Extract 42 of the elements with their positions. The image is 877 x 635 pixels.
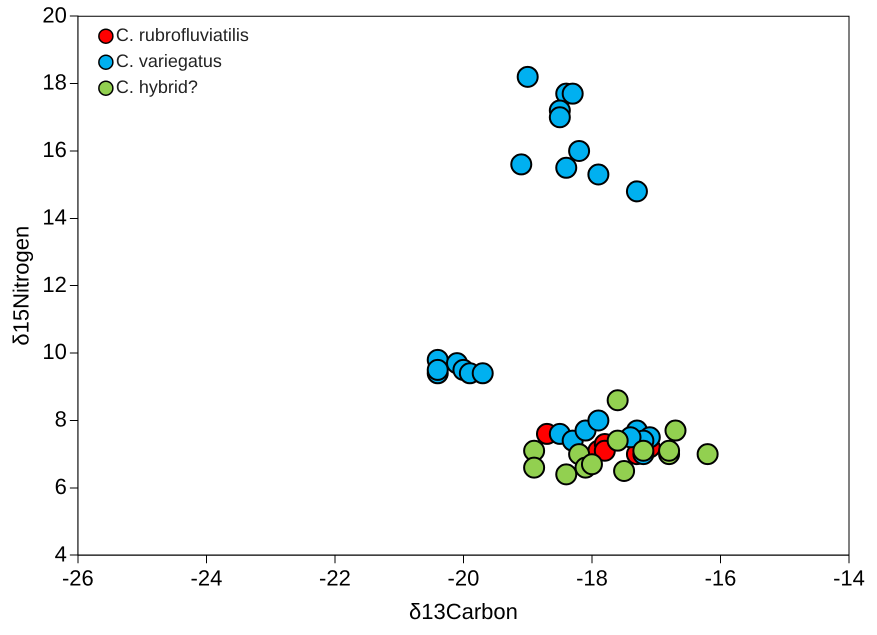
legend-label: C. variegatus xyxy=(116,51,222,72)
x-tick-label: -14 xyxy=(833,565,865,590)
point xyxy=(626,180,648,202)
y-tick-label: 16 xyxy=(42,137,67,162)
y-tick-label: 18 xyxy=(42,70,67,95)
point xyxy=(555,156,578,179)
point xyxy=(568,140,590,162)
point xyxy=(658,440,680,462)
x-tick-label: -22 xyxy=(319,565,351,590)
x-tick-label: -24 xyxy=(190,565,222,590)
y-tick-label: 4 xyxy=(54,541,67,566)
point xyxy=(587,409,610,432)
point xyxy=(516,66,539,88)
x-tick-label: -16 xyxy=(704,565,736,590)
legend-label: C. rubrofluviatilis xyxy=(116,25,249,46)
x-tick-label: -20 xyxy=(448,565,480,590)
point xyxy=(562,82,584,105)
point xyxy=(426,358,449,381)
point xyxy=(555,463,578,486)
point xyxy=(606,389,629,412)
x-axis-title: δ13Carbon xyxy=(409,598,518,624)
y-tick-label: 8 xyxy=(54,406,67,432)
point xyxy=(523,456,546,479)
point xyxy=(510,153,532,176)
point xyxy=(548,106,571,128)
point xyxy=(664,420,686,442)
point xyxy=(696,443,719,466)
point xyxy=(472,362,494,384)
legend-label: C. hybrid? xyxy=(116,77,198,98)
y-tick-label: 14 xyxy=(42,204,67,230)
point xyxy=(613,460,636,482)
x-tick-label: -18 xyxy=(576,565,608,590)
y-tick-label: 12 xyxy=(42,272,67,297)
point xyxy=(587,164,610,186)
point xyxy=(632,440,654,462)
y-axis-title: δ15Nitrogen xyxy=(8,226,34,346)
point xyxy=(606,430,629,452)
point xyxy=(580,453,603,476)
y-tick-label: 10 xyxy=(42,339,67,364)
y-tick-label: 20 xyxy=(42,2,67,28)
x-tick-label: -26 xyxy=(62,565,94,590)
y-tick-label: 6 xyxy=(54,474,67,499)
